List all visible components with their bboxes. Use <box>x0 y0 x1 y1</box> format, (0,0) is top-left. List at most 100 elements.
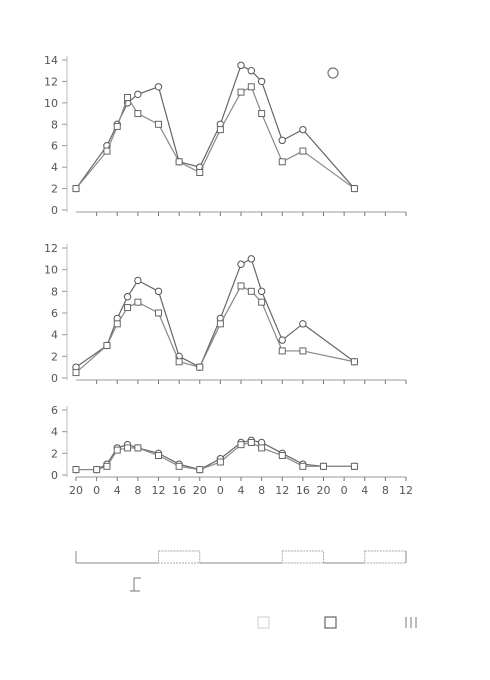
y-tick-label: 10 <box>44 264 58 277</box>
scale-mark <box>130 577 141 592</box>
data-point-circle <box>299 320 307 328</box>
x-tick-label: 4 <box>114 484 121 497</box>
data-point-circle <box>237 260 245 268</box>
data-point-circle <box>247 67 256 75</box>
data-point-square <box>196 466 204 474</box>
data-point-circle <box>134 276 142 285</box>
data-point-square <box>247 287 255 295</box>
data-point-square <box>72 369 80 377</box>
data-point-circle <box>278 336 286 344</box>
data-point-circle <box>134 90 142 98</box>
legend-square-mid <box>324 616 337 629</box>
y-tick-label: 8 <box>51 285 58 298</box>
data-point-square <box>134 298 142 306</box>
data-point-square <box>350 462 358 470</box>
x-tick-label: 0 <box>217 484 224 497</box>
data-point-square <box>216 458 224 466</box>
data-point-square <box>124 304 132 312</box>
x-tick-label: 16 <box>172 484 186 497</box>
panel-middle: 0 2 4 6 8 10 12 <box>44 242 407 385</box>
data-point-square <box>299 347 307 355</box>
legend-marker-top-right <box>327 67 339 79</box>
data-point-square <box>237 282 245 290</box>
data-point-square <box>237 88 245 96</box>
x-tick-label: 20 <box>317 484 331 497</box>
data-point-circle <box>154 83 163 91</box>
data-point-square <box>175 462 183 470</box>
data-point-square <box>113 122 121 130</box>
data-point-square <box>155 120 162 128</box>
y-tick-label: 2 <box>51 350 58 363</box>
data-point-square <box>103 147 111 155</box>
data-point-square <box>196 363 204 371</box>
legend-square-light <box>257 616 270 629</box>
data-point-circle <box>237 61 245 70</box>
y-tick-label: 4 <box>51 329 58 342</box>
x-tick-label: 4 <box>238 484 245 497</box>
data-point-square <box>155 452 162 459</box>
data-point-square <box>72 185 80 193</box>
data-point-square <box>350 358 358 366</box>
data-point-square <box>320 462 327 470</box>
data-point-square <box>124 94 132 101</box>
data-point-square <box>134 444 142 452</box>
x-tick-label: 12 <box>399 484 413 497</box>
dark-segment <box>281 550 324 564</box>
y-tick-label: 14 <box>44 54 58 67</box>
data-point-square <box>72 466 80 474</box>
data-point-circle <box>299 125 307 134</box>
y-tick-label: 10 <box>44 97 58 110</box>
data-point-square <box>216 320 224 328</box>
data-point-square <box>237 441 245 449</box>
data-point-square <box>247 439 255 446</box>
data-point-square <box>93 466 101 474</box>
data-point-circle <box>257 77 266 86</box>
data-point-circle <box>154 287 163 296</box>
data-point-circle <box>247 255 256 263</box>
y-tick-label: 0 <box>51 372 58 385</box>
x-tick-label: 20 <box>69 484 83 497</box>
x-tick-label: 12 <box>275 484 289 497</box>
data-point-square <box>124 444 132 452</box>
data-point-square <box>113 320 121 328</box>
dark-segment <box>158 550 201 564</box>
y-tick-label: 0 <box>51 469 58 482</box>
data-point-square <box>258 110 266 118</box>
legend-marker-right <box>405 617 417 628</box>
panel-top: 0 2 4 6 8 10 12 14 <box>44 54 407 217</box>
series-line-circle <box>75 257 355 369</box>
data-point-square <box>350 185 358 193</box>
x-tick-label: 8 <box>382 484 389 497</box>
data-point-square <box>258 298 266 306</box>
data-point-square <box>196 169 204 176</box>
data-point-square <box>175 158 183 166</box>
data-point-square <box>103 462 111 470</box>
y-tick-label: 2 <box>51 183 58 196</box>
data-point-square <box>216 126 224 134</box>
data-point-circle <box>278 136 286 145</box>
y-tick-label: 0 <box>51 204 58 217</box>
photoperiod-bar <box>75 550 407 592</box>
y-tick-label: 6 <box>51 307 58 320</box>
data-point-square <box>299 462 307 470</box>
data-point-square <box>258 444 266 452</box>
y-tick-label: 8 <box>51 118 58 131</box>
y-tick-label: 6 <box>51 140 58 153</box>
x-tick-label: 0 <box>341 484 348 497</box>
data-point-circle <box>123 293 132 301</box>
data-point-circle <box>257 287 266 296</box>
x-tick-label: 0 <box>93 484 100 497</box>
data-point-square <box>134 110 142 118</box>
bottom-legend <box>257 616 417 629</box>
series-line-square <box>75 85 355 190</box>
data-point-square <box>175 358 183 366</box>
data-point-square <box>155 309 162 317</box>
x-tick-label: 8 <box>258 484 265 497</box>
y-tick-label: 2 <box>51 447 58 460</box>
data-point-square <box>247 83 255 91</box>
data-point-square <box>278 452 286 459</box>
y-tick-label: 12 <box>44 75 58 88</box>
